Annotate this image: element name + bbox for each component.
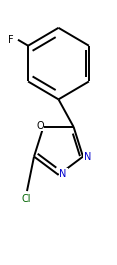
Text: F: F: [8, 35, 13, 45]
Text: Cl: Cl: [21, 194, 31, 204]
Text: N: N: [59, 169, 67, 179]
Text: N: N: [84, 152, 91, 162]
Text: O: O: [36, 121, 44, 131]
